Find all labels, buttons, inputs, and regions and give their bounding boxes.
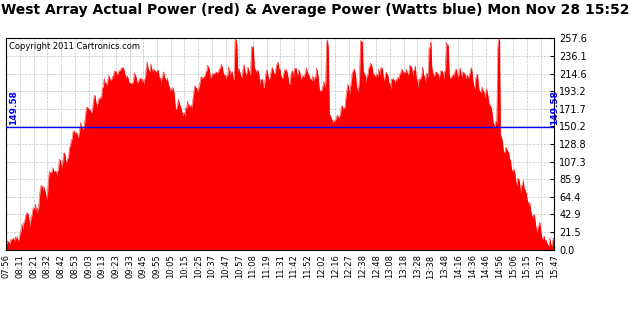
Text: Copyright 2011 Cartronics.com: Copyright 2011 Cartronics.com bbox=[9, 42, 140, 51]
Text: West Array Actual Power (red) & Average Power (Watts blue) Mon Nov 28 15:52: West Array Actual Power (red) & Average … bbox=[1, 3, 629, 17]
Text: 149.58: 149.58 bbox=[9, 91, 18, 125]
Text: 149.58: 149.58 bbox=[550, 91, 559, 125]
